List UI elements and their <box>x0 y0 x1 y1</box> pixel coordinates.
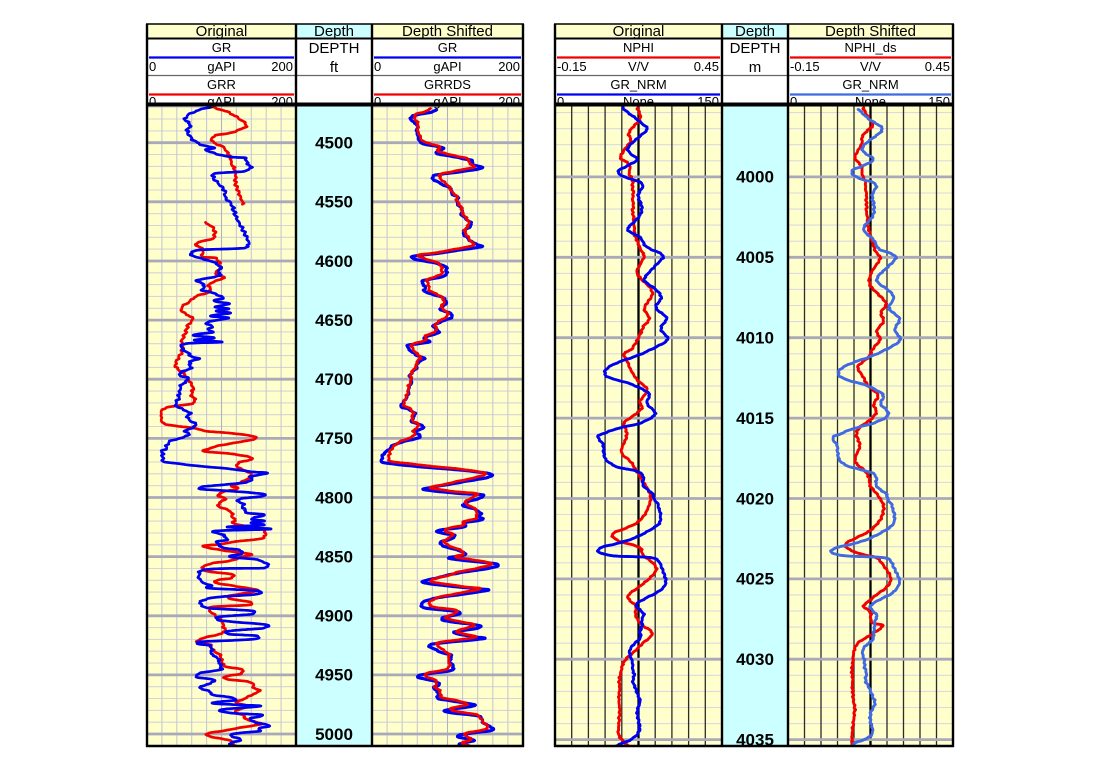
svg-text:0.45: 0.45 <box>694 59 719 74</box>
svg-text:5000: 5000 <box>315 725 353 744</box>
svg-text:4600: 4600 <box>315 252 353 271</box>
svg-text:0: 0 <box>149 94 156 109</box>
svg-text:ft: ft <box>330 59 339 76</box>
svg-text:0.45: 0.45 <box>925 59 950 74</box>
svg-text:200: 200 <box>498 94 520 109</box>
svg-text:V/V: V/V <box>860 59 881 74</box>
svg-text:4750: 4750 <box>315 429 353 448</box>
svg-text:4550: 4550 <box>315 193 353 212</box>
svg-text:Original: Original <box>613 23 665 40</box>
svg-text:4850: 4850 <box>315 547 353 566</box>
svg-text:m: m <box>749 59 762 76</box>
svg-text:4015: 4015 <box>736 409 774 428</box>
svg-text:4000: 4000 <box>736 168 774 187</box>
svg-text:None: None <box>623 94 654 109</box>
svg-text:GRR: GRR <box>207 77 236 92</box>
svg-text:200: 200 <box>271 94 293 109</box>
svg-text:200: 200 <box>271 59 293 74</box>
svg-text:gAPI: gAPI <box>433 94 461 109</box>
svg-text:Depth: Depth <box>735 23 775 40</box>
svg-text:4025: 4025 <box>736 570 774 589</box>
svg-text:NPHI_ds: NPHI_ds <box>844 40 897 55</box>
svg-text:NPHI: NPHI <box>623 40 654 55</box>
svg-text:GR: GR <box>438 40 458 55</box>
svg-text:4030: 4030 <box>736 650 774 669</box>
svg-text:4650: 4650 <box>315 311 353 330</box>
svg-text:0: 0 <box>149 59 156 74</box>
svg-text:-0.15: -0.15 <box>790 59 820 74</box>
svg-text:V/V: V/V <box>628 59 649 74</box>
svg-text:GR_NRM: GR_NRM <box>842 77 898 92</box>
svg-text:150: 150 <box>697 94 719 109</box>
svg-text:4020: 4020 <box>736 489 774 508</box>
svg-text:0: 0 <box>374 94 381 109</box>
svg-text:gAPI: gAPI <box>433 59 461 74</box>
svg-text:GRRDS: GRRDS <box>424 77 471 92</box>
svg-text:GR: GR <box>212 40 232 55</box>
svg-text:gAPI: gAPI <box>207 94 235 109</box>
svg-text:4035: 4035 <box>736 730 774 749</box>
svg-text:4005: 4005 <box>736 248 774 267</box>
svg-text:gAPI: gAPI <box>207 59 235 74</box>
svg-text:GR_NRM: GR_NRM <box>610 77 666 92</box>
svg-text:0: 0 <box>790 94 797 109</box>
svg-text:Depth Shifted: Depth Shifted <box>825 23 916 40</box>
svg-text:4010: 4010 <box>736 329 774 348</box>
svg-text:Original: Original <box>196 23 248 40</box>
svg-text:4900: 4900 <box>315 607 353 626</box>
svg-text:None: None <box>855 94 886 109</box>
svg-text:4500: 4500 <box>315 134 353 153</box>
svg-text:DEPTH: DEPTH <box>730 40 781 57</box>
svg-text:Depth Shifted: Depth Shifted <box>402 23 493 40</box>
svg-text:0: 0 <box>374 59 381 74</box>
svg-text:4800: 4800 <box>315 488 353 507</box>
svg-text:150: 150 <box>928 94 950 109</box>
svg-text:200: 200 <box>498 59 520 74</box>
svg-text:-0.15: -0.15 <box>557 59 587 74</box>
svg-text:4950: 4950 <box>315 666 353 685</box>
svg-text:DEPTH: DEPTH <box>309 40 360 57</box>
svg-text:0: 0 <box>557 94 564 109</box>
svg-text:Depth: Depth <box>314 23 354 40</box>
svg-text:4700: 4700 <box>315 370 353 389</box>
